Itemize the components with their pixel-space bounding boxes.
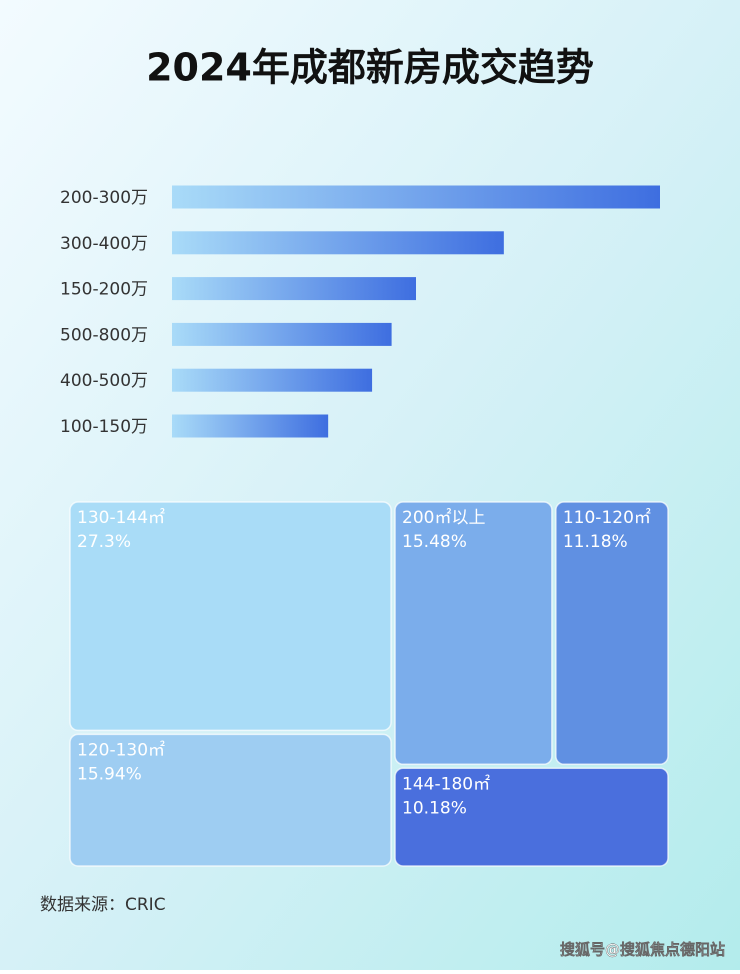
value-label: 27.3% xyxy=(77,532,131,552)
treemap-cell xyxy=(555,501,669,766)
bar xyxy=(172,231,504,255)
treemap-cell xyxy=(394,767,669,867)
y-tick-label: 100-150万 xyxy=(60,417,148,437)
treemap-cell xyxy=(394,501,553,766)
treemap-cell xyxy=(69,733,392,867)
bar xyxy=(172,414,329,438)
treemap-cell xyxy=(69,501,392,732)
cell-label: 120-130㎡ xyxy=(77,740,165,760)
cell-label: 130-144㎡ xyxy=(77,508,165,528)
value-label: 15.48% xyxy=(402,532,467,552)
y-tick-label: 150-200万 xyxy=(60,280,148,300)
bar xyxy=(172,185,660,209)
bar xyxy=(172,368,373,392)
cell-label: 144-180㎡ xyxy=(402,774,490,794)
bar xyxy=(172,322,392,346)
watermark: 搜狐号@搜狐焦点德阳站 xyxy=(560,941,725,959)
y-tick-label: 500-800万 xyxy=(60,325,148,345)
value-label: 10.18% xyxy=(402,798,467,818)
page-title: 2024年成都新房成交趋势 xyxy=(146,46,594,90)
value-label: 15.94% xyxy=(77,764,142,784)
cell-label: 200㎡以上 xyxy=(402,508,485,528)
source: 数据来源：CRIC xyxy=(40,895,166,915)
bar xyxy=(172,277,416,301)
y-tick-label: 300-400万 xyxy=(60,234,148,254)
y-tick-label: 400-500万 xyxy=(60,371,148,391)
cell-label: 110-120㎡ xyxy=(563,508,651,528)
y-tick-label: 200-300万 xyxy=(60,188,148,208)
value-label: 11.18% xyxy=(563,532,628,552)
